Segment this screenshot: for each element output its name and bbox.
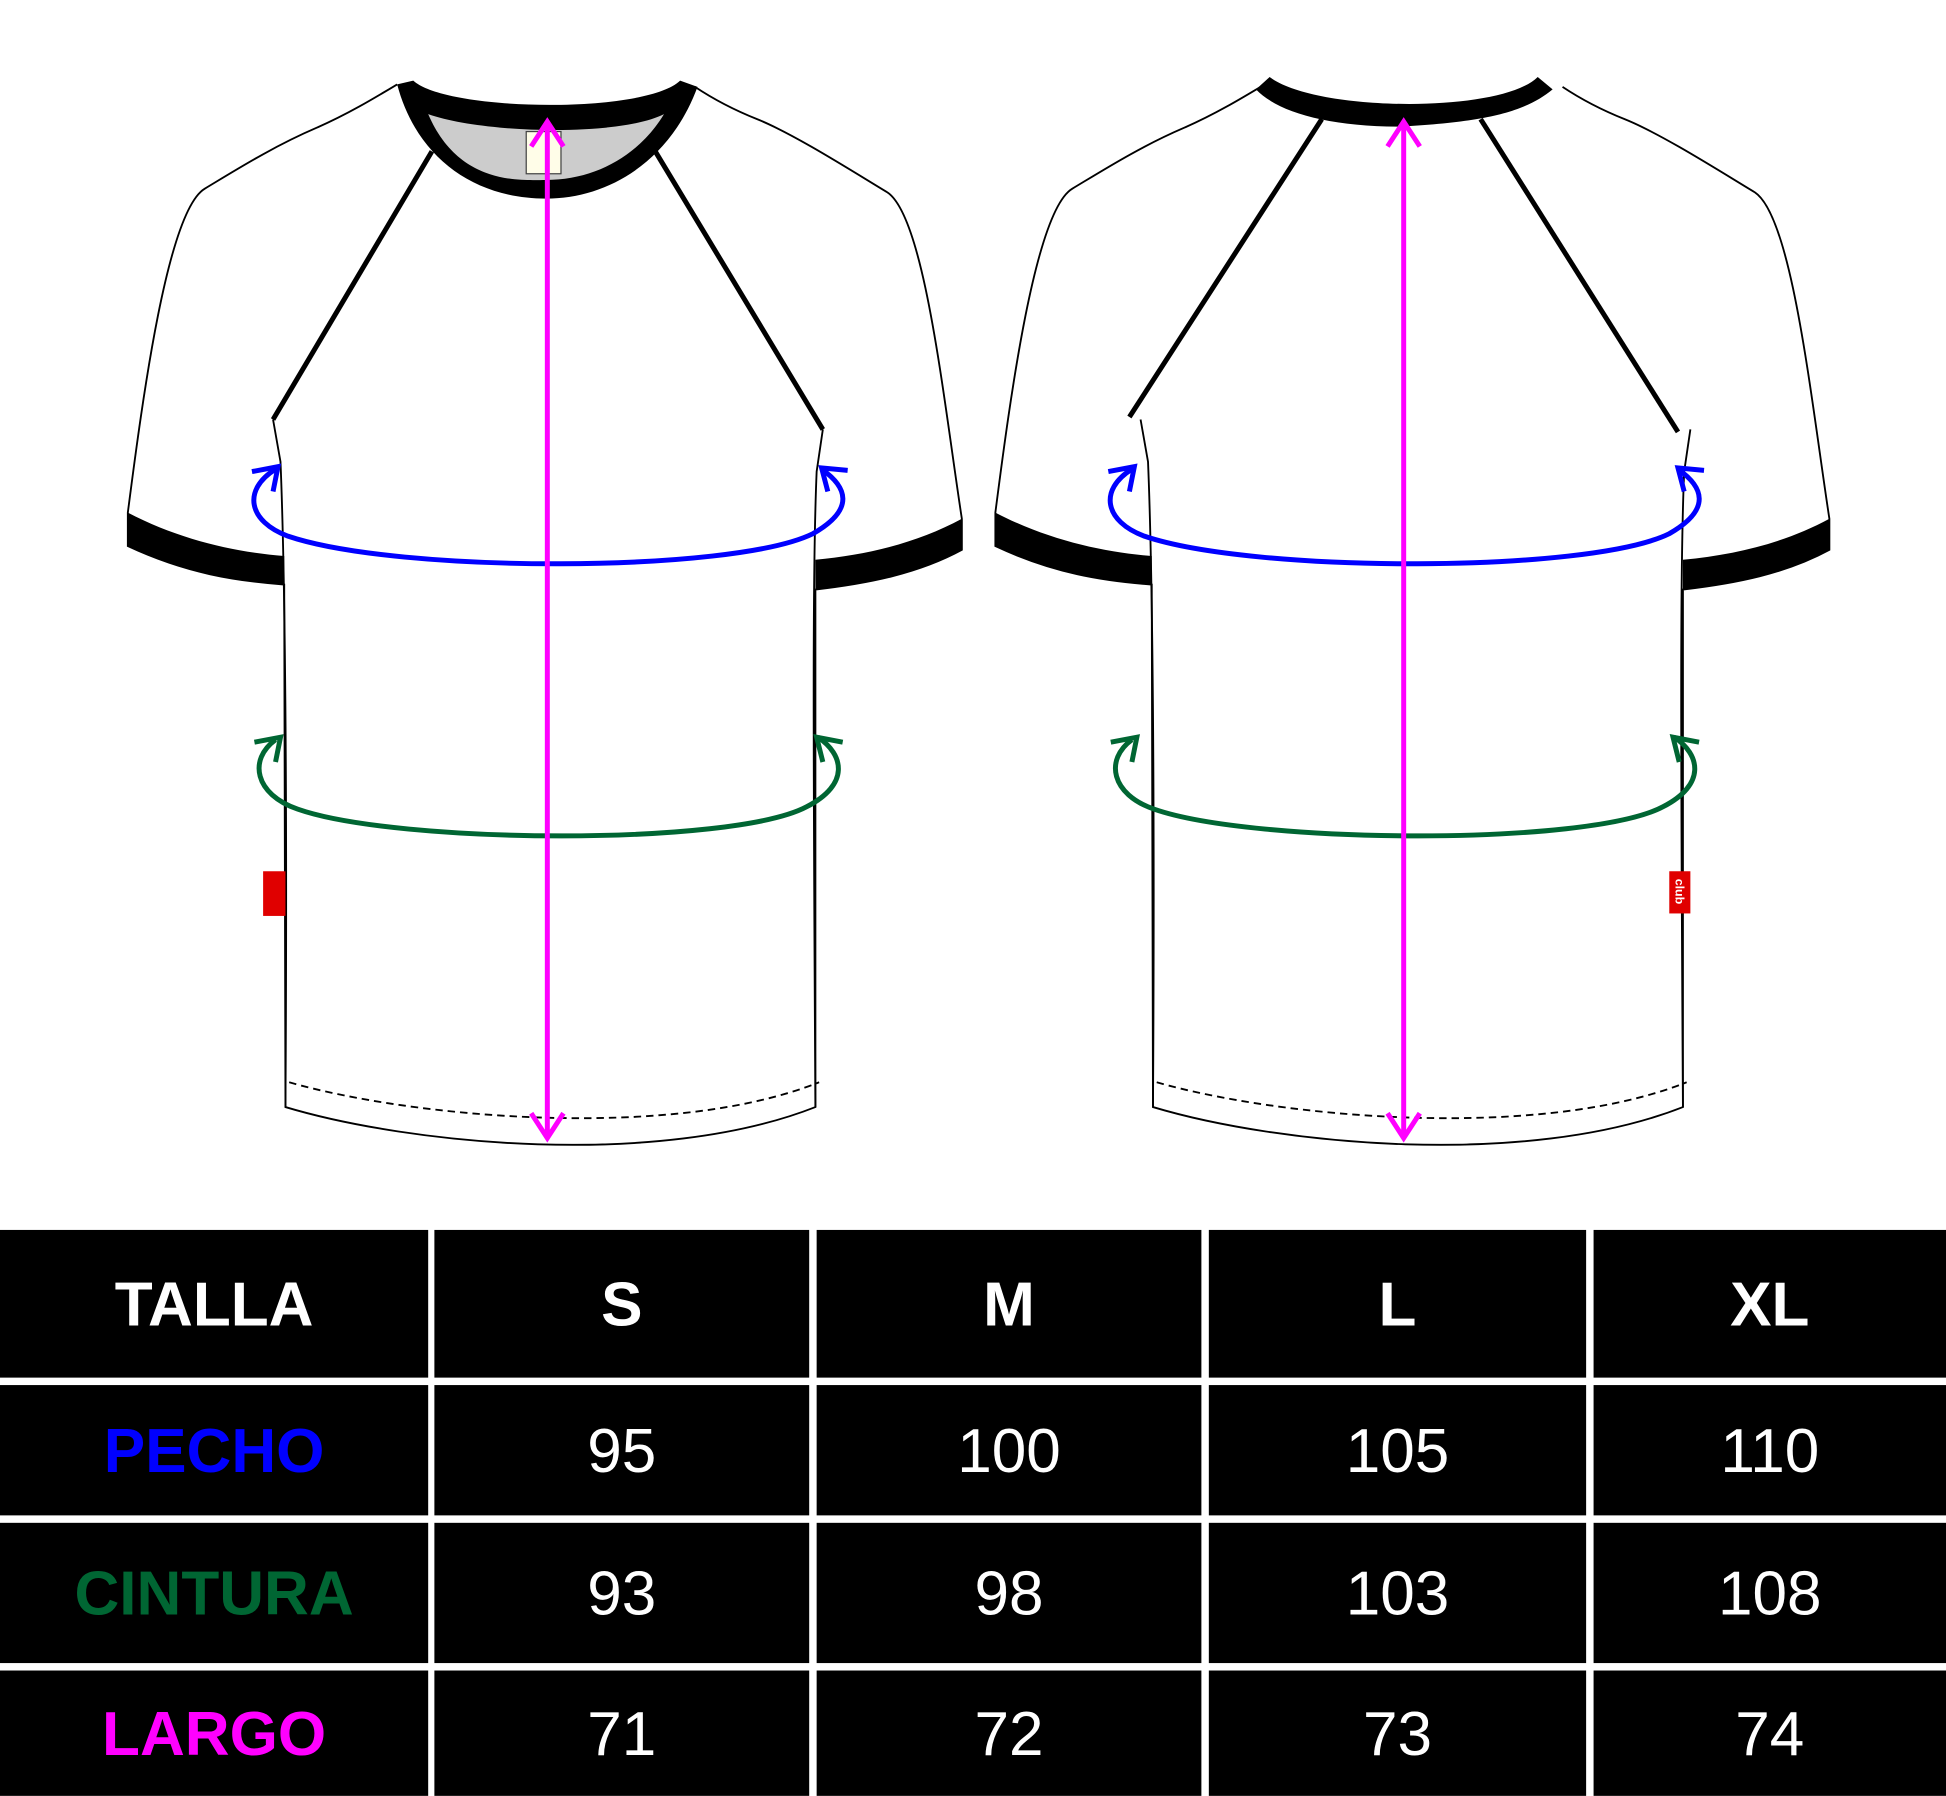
waist-arrowhead <box>1110 734 1700 763</box>
value-largo-s: 71 <box>434 1670 810 1796</box>
header-size-m: M <box>816 1229 1202 1378</box>
header-size-l: L <box>1208 1229 1587 1378</box>
waist-loop <box>256 735 841 839</box>
waist-arrowhead <box>253 734 844 763</box>
row-label-largo: LARGO <box>0 1670 429 1796</box>
waist-loop <box>1113 735 1698 839</box>
value-largo-m: 72 <box>816 1670 1202 1796</box>
side-tag-text: club <box>1672 879 1686 905</box>
back-measurements <box>1107 117 1705 1143</box>
side-tag <box>1669 871 1691 914</box>
chest-arrowhead <box>251 463 848 493</box>
value-cintura-s: 93 <box>434 1522 810 1664</box>
chest-arrowhead <box>1107 463 1705 493</box>
value-largo-xl: 74 <box>1593 1670 1946 1796</box>
value-cintura-xl: 108 <box>1593 1522 1946 1664</box>
back-shirt: club <box>994 76 1831 1146</box>
length-arrow <box>529 117 566 1143</box>
value-largo-l: 73 <box>1208 1670 1587 1796</box>
value-cintura-l: 103 <box>1208 1522 1587 1664</box>
side-tag <box>263 871 286 916</box>
value-pecho-l: 105 <box>1208 1385 1587 1516</box>
front-measurements <box>251 117 848 1143</box>
value-pecho-xl: 110 <box>1593 1385 1946 1516</box>
header-talla: TALLA <box>0 1229 429 1378</box>
header-size-xl: XL <box>1593 1229 1946 1378</box>
shirt-diagrams: club <box>126 76 1831 1146</box>
value-cintura-m: 98 <box>816 1522 1202 1664</box>
row-label-pecho: PECHO <box>0 1385 429 1516</box>
chest-loop <box>251 467 846 567</box>
header-size-s: S <box>434 1229 810 1378</box>
length-arrow <box>1385 117 1422 1143</box>
row-label-cintura: CINTURA <box>0 1522 429 1664</box>
chest-loop <box>1107 467 1702 567</box>
neck-label <box>525 130 562 175</box>
value-pecho-s: 95 <box>434 1385 810 1516</box>
value-pecho-m: 100 <box>816 1385 1202 1516</box>
